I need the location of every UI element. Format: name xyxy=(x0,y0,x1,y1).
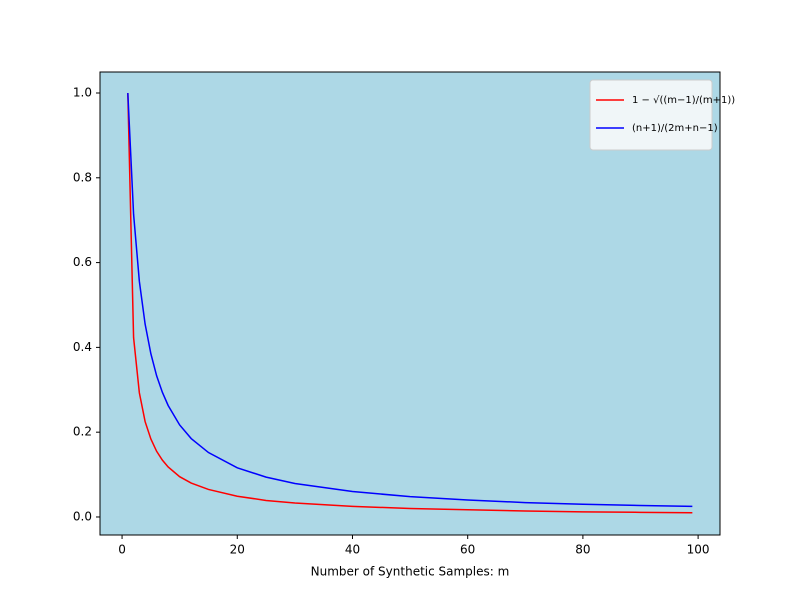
legend-box xyxy=(589,79,713,151)
y-tick-label: 0.0 xyxy=(73,509,92,523)
line-series xyxy=(127,92,693,514)
x-tick-label: 40 xyxy=(345,543,360,557)
x-tick-label: 80 xyxy=(575,543,590,557)
y-tick-label: 0.6 xyxy=(73,255,92,269)
y-tick-label: 0.4 xyxy=(73,340,92,354)
x-tick-label: 20 xyxy=(230,543,245,557)
x-tick-label: 60 xyxy=(460,543,475,557)
axes-frame xyxy=(99,71,721,536)
y-tick-label: 1.0 xyxy=(73,85,92,99)
legend-label: 1 − √((m−1)/(m+1)) xyxy=(632,95,735,106)
x-tick-label: 100 xyxy=(687,543,710,557)
x-axis-label: Number of Synthetic Samples: m xyxy=(311,565,510,579)
legend-label: (n+1)/(2m+n−1) xyxy=(632,123,718,134)
y-tick-label: 0.8 xyxy=(73,170,92,184)
x-tick-label: 0 xyxy=(118,543,126,557)
y-tick-label: 0.2 xyxy=(73,425,92,439)
line-series xyxy=(127,92,693,508)
